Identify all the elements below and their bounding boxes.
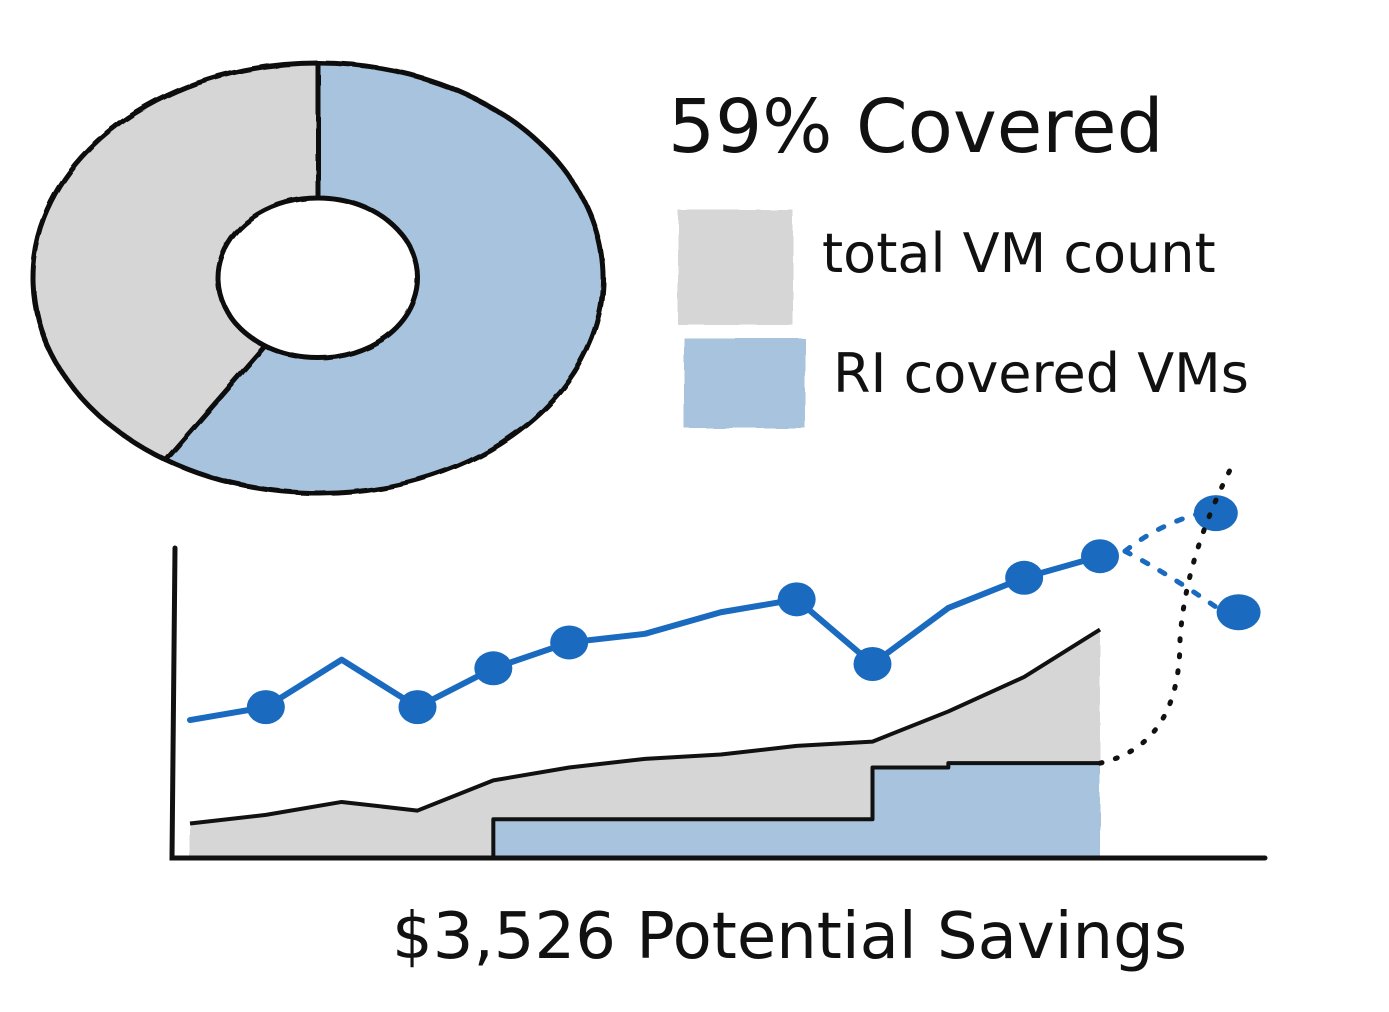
projection-dash bbox=[1122, 510, 1204, 554]
legend: total VM count RI covered VMs bbox=[678, 210, 1249, 428]
projection-dash bbox=[1122, 548, 1227, 615]
trend-point bbox=[246, 690, 285, 725]
legend-swatch-total bbox=[678, 210, 793, 325]
donut-slice-total bbox=[30, 60, 321, 463]
trend-point bbox=[777, 582, 816, 617]
coverage-donut-chart bbox=[30, 60, 606, 496]
legend-label-total: total VM count bbox=[822, 222, 1216, 285]
chart-axes bbox=[169, 545, 1268, 861]
savings-caption: $3,526 Potential Savings bbox=[392, 900, 1187, 974]
projected-point bbox=[1216, 594, 1261, 631]
trend-line bbox=[187, 553, 1103, 724]
trend-point bbox=[1005, 560, 1044, 595]
projected-point bbox=[1193, 495, 1238, 532]
line-total-vm-count bbox=[189, 627, 1102, 826]
trend-point bbox=[1081, 539, 1119, 574]
trend-point bbox=[398, 690, 437, 725]
legend-label-covered: RI covered VMs bbox=[833, 342, 1249, 405]
donut-slice-covered bbox=[162, 60, 606, 496]
legend-swatch-covered bbox=[684, 338, 805, 428]
trend-point bbox=[474, 651, 513, 686]
savings-area-chart bbox=[169, 467, 1268, 861]
trend-point bbox=[550, 625, 589, 660]
coverage-headline: 59% Covered bbox=[668, 84, 1164, 170]
projection-connector bbox=[1097, 467, 1233, 766]
trend-point bbox=[853, 647, 892, 681]
